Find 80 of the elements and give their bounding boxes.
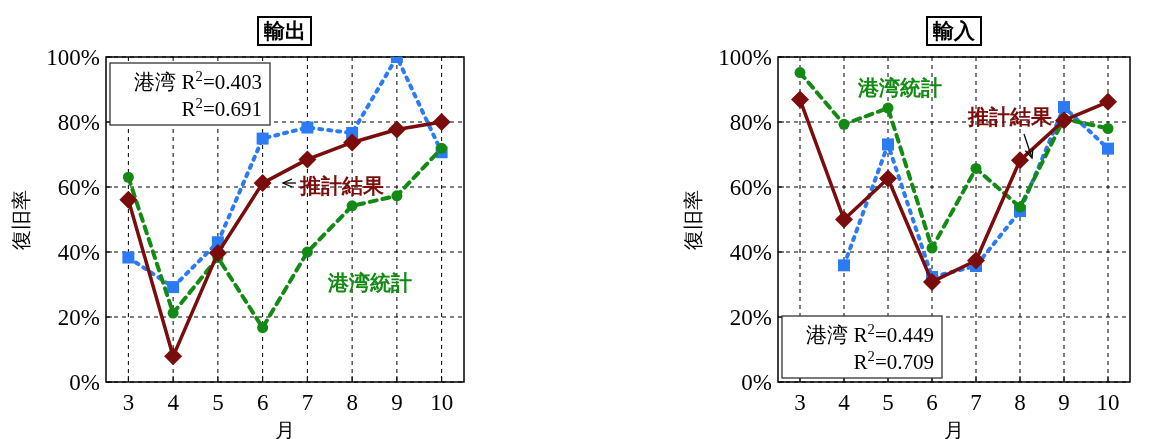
point [167,281,180,294]
point [346,200,358,212]
x-tick-label: 4 [838,390,851,415]
x-tick-label: 9 [391,390,403,415]
annotation: 港湾 R$^{2}$=0.403 [134,68,262,94]
x-tick-label: 9 [1058,390,1070,415]
point [298,150,317,169]
x-axis-title: 月 [944,418,964,439]
point [208,243,227,262]
x-tick-label: 5 [882,390,894,415]
point [301,246,313,258]
point [119,190,138,209]
y-axis-title: 復旧率 [681,189,705,250]
point [122,171,134,183]
point [432,113,451,131]
point [1102,123,1114,134]
point [122,251,135,264]
point [838,259,850,272]
x-tick-label: 7 [970,390,982,415]
point [923,272,941,291]
y-tick-label: 40% [57,240,100,265]
point [970,162,982,174]
point [1099,92,1117,111]
x-tick-label: 4 [167,390,180,415]
point [1058,101,1070,114]
series-label: 推計結果 [299,174,384,198]
y-tick-label: 20% [57,305,100,330]
y-tick-label: 0% [69,370,100,395]
point [926,242,938,254]
series-label: 推計結果 [967,105,1052,129]
point [882,138,894,151]
series-label: 港湾統計 [857,76,942,100]
point [967,251,985,270]
point [1014,201,1026,213]
point [253,174,272,193]
x-tick-label: 7 [301,390,314,415]
x-tick-label: 10 [430,390,454,415]
x-tick-label: 3 [794,390,806,415]
x-tick-label: 8 [346,390,358,415]
x-tick-label: 3 [122,390,135,415]
point [882,102,894,114]
point [301,121,314,134]
y-tick-label: 80% [729,110,772,135]
point [257,322,269,334]
x-tick-label: 10 [1096,390,1120,415]
point [1102,142,1114,155]
y-axis-title: 復旧率 [9,189,33,250]
y-tick-label: 100% [718,45,772,70]
point [164,347,183,366]
y-tick-label: 60% [57,175,100,200]
point [391,190,403,202]
point [879,169,897,188]
point [343,133,362,152]
point [387,120,406,139]
x-tick-label: 5 [212,390,224,415]
x-tick-label: 6 [256,390,269,415]
x-tick-label: 8 [1014,390,1026,415]
y-tick-label: 20% [729,305,772,330]
chart-title: 輸出 [263,19,306,43]
point [838,118,850,130]
point [835,210,853,229]
annotation: 港湾 R$^{2}$=0.449 [806,321,934,347]
y-tick-label: 80% [57,110,100,135]
annotation: R$^{2}$=0.709 [853,348,934,374]
annotation: R$^{2}$=0.691 [181,95,262,121]
point [1011,151,1029,170]
x-axis-title: 月 [275,418,295,439]
series-label: 港湾統計 [327,271,412,295]
y-tick-label: 40% [729,240,772,265]
point [167,307,179,319]
point [436,142,448,154]
y-tick-label: 100% [46,45,100,70]
point [794,67,806,79]
y-tick-label: 60% [729,175,772,200]
point [1055,111,1073,130]
point [256,132,269,145]
point [791,90,809,109]
y-tick-label: 0% [741,370,772,395]
chart-title: 輸入 [932,19,976,43]
x-tick-label: 6 [926,390,938,415]
